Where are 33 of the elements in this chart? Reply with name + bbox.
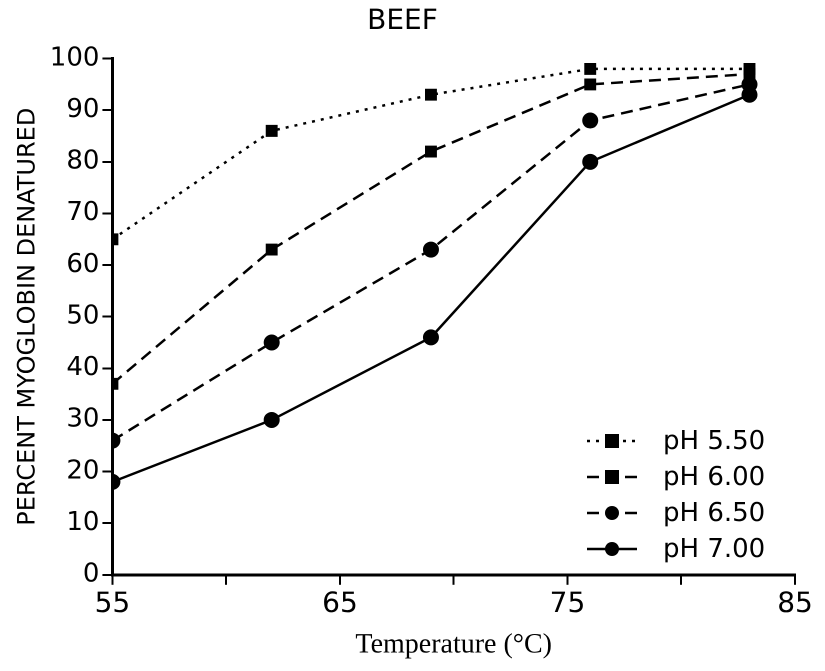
y-tick-label: 100 — [50, 42, 100, 72]
y-tick-label: 30 — [66, 404, 100, 434]
x-axis-title: Temperature (°C) — [355, 628, 552, 660]
legend-label: pH 6.50 — [663, 498, 766, 528]
x-tick-label: 85 — [777, 586, 813, 619]
point — [264, 334, 280, 351]
legend-label: pH 7.00 — [663, 534, 766, 564]
y-tick-label: 80 — [66, 146, 100, 176]
x-tick-label: 65 — [322, 586, 358, 619]
y-axis-title: PERCENT MYOGLOBIN DENATURED — [12, 108, 41, 526]
y-tick-label: 90 — [66, 94, 100, 124]
point — [422, 329, 439, 346]
point — [425, 146, 437, 158]
point — [266, 124, 278, 137]
point — [582, 154, 598, 170]
legend-label: pH 6.00 — [663, 462, 766, 492]
y-tick-label: 70 — [66, 197, 100, 228]
point — [266, 244, 278, 256]
y-tick-label: 40 — [66, 352, 100, 382]
legend-label: pH 5.50 — [663, 426, 766, 456]
point — [264, 412, 280, 428]
point — [584, 78, 596, 90]
y-tick-label: 20 — [66, 455, 100, 486]
point — [425, 88, 437, 101]
y-tick-label: 60 — [66, 248, 100, 279]
chart-title: BEEF — [367, 3, 438, 36]
x-tick-label: 75 — [550, 586, 586, 619]
point — [422, 242, 439, 258]
point — [584, 62, 596, 75]
point — [582, 112, 598, 129]
point — [744, 62, 756, 75]
y-tick-label: 10 — [66, 506, 100, 537]
y-tick-label: 50 — [66, 300, 100, 330]
